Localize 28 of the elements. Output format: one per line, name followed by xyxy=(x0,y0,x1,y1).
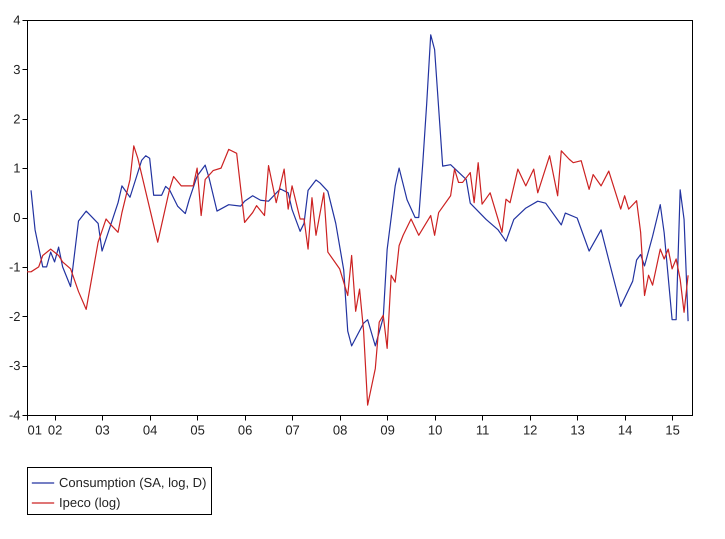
x-tick-label: 15 xyxy=(665,422,680,438)
line-series xyxy=(30,34,689,346)
y-tick-label: 2 xyxy=(13,111,20,126)
x-tick-label: 08 xyxy=(332,422,348,438)
x-tick-label: 14 xyxy=(618,422,632,438)
y-tick-label: 0 xyxy=(13,210,20,225)
y-tick-label: -1 xyxy=(8,259,20,274)
x-tick-label: 01 xyxy=(28,422,42,438)
x-tick-label: 13 xyxy=(570,422,585,438)
x-tick-label: 11 xyxy=(476,422,490,438)
x-tick-label: 03 xyxy=(95,422,110,438)
legend-label: Ipeco (log) xyxy=(59,495,120,510)
x-tick-label: 04 xyxy=(142,422,158,438)
y-tick-label: -2 xyxy=(8,308,20,324)
x-tick-label: 09 xyxy=(380,422,395,438)
x-tick-label: 10 xyxy=(428,422,442,438)
x-tick-label: 02 xyxy=(48,422,62,438)
legend-label: Consumption (SA, log, D) xyxy=(59,475,206,490)
y-tick-label: -4 xyxy=(8,408,20,422)
x-tick-label: 06 xyxy=(238,422,252,438)
y-tick-label: 4 xyxy=(13,12,20,28)
x-tick-label: 05 xyxy=(190,422,205,438)
x-tick-label: 12 xyxy=(522,422,538,438)
y-tick-label: 1 xyxy=(13,160,20,176)
y-tick-label: 3 xyxy=(13,62,20,77)
y-tick-label: -3 xyxy=(8,358,20,374)
line-series xyxy=(27,145,689,406)
x-tick-label: 07 xyxy=(285,422,300,438)
